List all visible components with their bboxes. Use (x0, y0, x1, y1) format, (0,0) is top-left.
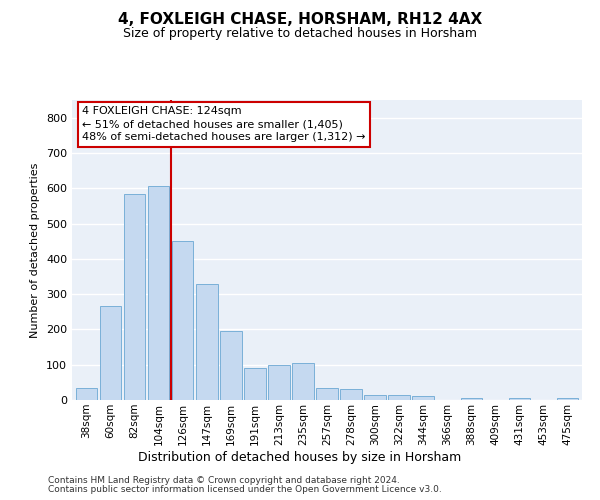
Bar (388, 394, 410, 400)
Bar (412, 396, 434, 400)
Bar (244, 368, 266, 400)
Bar (148, 186, 169, 400)
Text: Size of property relative to detached houses in Horsham: Size of property relative to detached ho… (123, 28, 477, 40)
Bar (316, 388, 338, 400)
Bar (557, 398, 578, 400)
Text: 4, FOXLEIGH CHASE, HORSHAM, RH12 4AX: 4, FOXLEIGH CHASE, HORSHAM, RH12 4AX (118, 12, 482, 28)
Bar (364, 394, 386, 400)
Y-axis label: Number of detached properties: Number of detached properties (31, 162, 40, 338)
Bar (292, 363, 314, 400)
Text: Contains HM Land Registry data © Crown copyright and database right 2024.: Contains HM Land Registry data © Crown c… (48, 476, 400, 485)
Bar (461, 398, 482, 400)
Bar (76, 388, 97, 400)
Text: Contains public sector information licensed under the Open Government Licence v3: Contains public sector information licen… (48, 485, 442, 494)
Text: 4 FOXLEIGH CHASE: 124sqm
← 51% of detached houses are smaller (1,405)
48% of sem: 4 FOXLEIGH CHASE: 124sqm ← 51% of detach… (82, 106, 366, 142)
Bar (196, 284, 218, 400)
Bar (509, 398, 530, 400)
Text: Distribution of detached houses by size in Horsham: Distribution of detached houses by size … (139, 451, 461, 464)
Bar (172, 241, 193, 400)
Bar (124, 194, 145, 400)
Bar (100, 306, 121, 400)
Bar (340, 390, 362, 400)
Bar (268, 364, 290, 400)
Bar (220, 331, 242, 400)
